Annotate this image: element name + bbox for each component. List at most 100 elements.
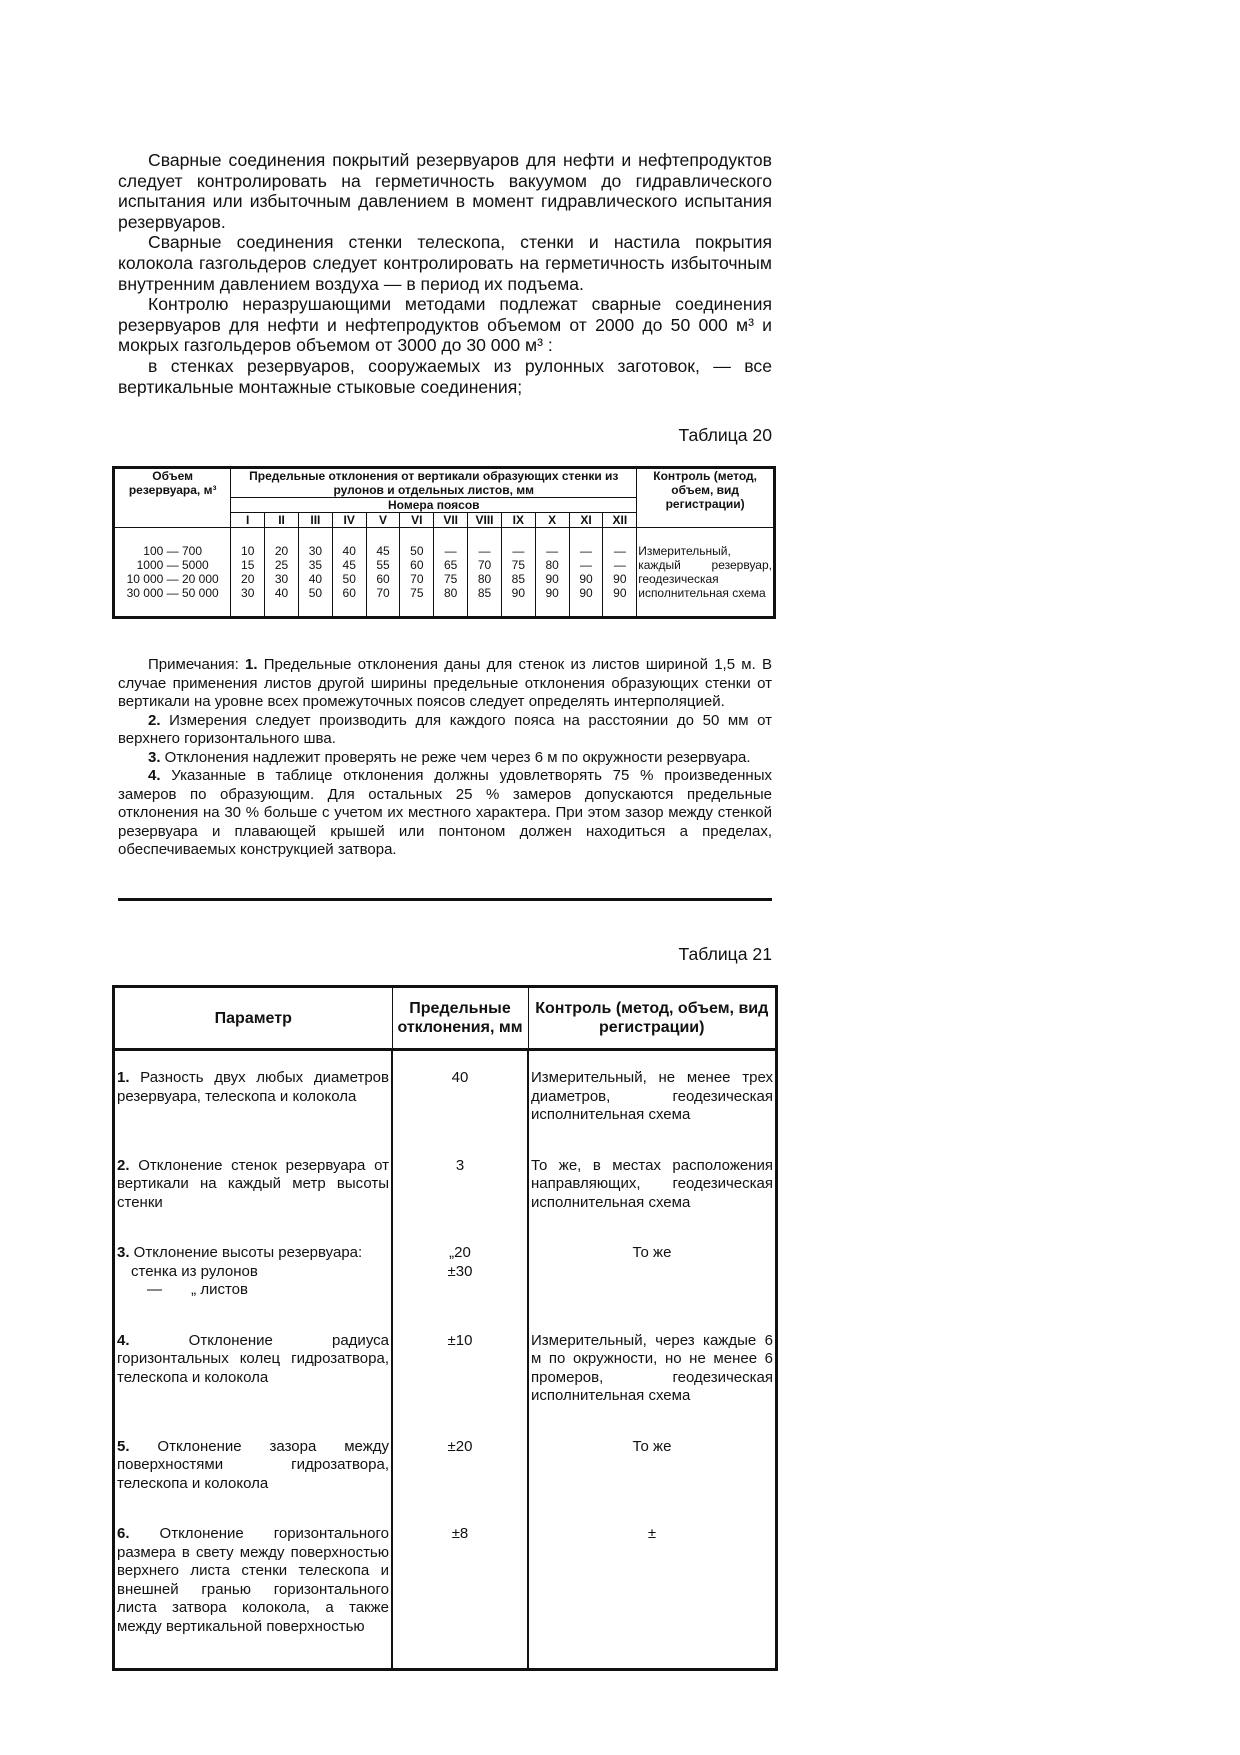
note-number: 3. — [148, 748, 161, 766]
deviation-cell: ±10 — [391, 1331, 529, 1438]
belt-header: X — [534, 512, 570, 528]
parameter-cell: 6. Отклонение горизонтального размера в … — [112, 1525, 393, 1670]
header-belts: Номера поясов — [230, 497, 638, 513]
parameter-cell: 1. Разность двух любых диаметров резерву… — [112, 1049, 393, 1157]
control-cell: То же — [527, 1244, 778, 1332]
parameter-cell: 2. Отклонение стенок резервуара от верти… — [112, 1156, 393, 1244]
belt-header: III — [297, 512, 333, 528]
deviation-cell: 40 — [391, 1049, 529, 1157]
note: Примечания: 1. Предельные отклонения дан… — [118, 656, 772, 712]
table-row: 1. Разность двух любых диаметров резерву… — [112, 1049, 778, 1157]
belt-values: — 70 80 85 — [467, 527, 502, 618]
deviation-value: „20 — [449, 1244, 471, 1261]
belt-values: — 80 90 90 — [534, 527, 570, 618]
header-volume: Объем резервуара, м³ — [112, 467, 232, 528]
deviation-cell: ±20 — [391, 1437, 529, 1525]
belt-values: — — 90 90 — [568, 527, 604, 618]
belt-values: 20 25 30 40 — [264, 527, 299, 618]
note-number: 2. — [148, 711, 161, 729]
control-cell: Измерительный, каждый резервуар, геодези… — [636, 527, 775, 618]
control-cell: ± — [527, 1525, 778, 1670]
belt-header: VI — [399, 512, 435, 528]
row-number: 5. — [117, 1437, 130, 1455]
parameter-text: Отклонение радиуса горизонтальных колец … — [117, 1331, 389, 1386]
belt-values: — — 90 90 — [602, 527, 638, 618]
belt-header: XI — [568, 512, 604, 528]
note-text: Указанные в таблице отклонения должны уд… — [118, 767, 772, 858]
table-21: Параметр Предельные отклонения, мм Контр… — [112, 985, 778, 1671]
belt-header: V — [365, 512, 401, 528]
volume-cell: 100 — 700 1000 — 5000 10 000 — 20 000 30… — [112, 527, 232, 618]
table-row: 3. Отклонение высоты резервуара: стенка и… — [112, 1244, 778, 1332]
note-number: 4. — [148, 767, 161, 784]
note-number: 1. — [245, 656, 258, 673]
note: 3. Отклонения надлежит проверять не реже… — [118, 749, 772, 768]
deviation-cell: 3 — [391, 1156, 529, 1244]
note: 4. Указанные в таблице отклонения должны… — [118, 767, 772, 860]
deviation-cell: „20 ±30 — [391, 1244, 529, 1332]
paragraph: Сварные соединения покрытий резервуаров … — [118, 150, 772, 232]
control-cell: Измерительный, не менее трех диаметров, … — [527, 1049, 778, 1157]
belt-header: IX — [500, 512, 536, 528]
header-deviation: Предельные отклонения, мм — [391, 986, 529, 1051]
sub-parameter: — „ листов — [147, 1281, 248, 1298]
table-row: 2. Отклонение стенок резервуара от верти… — [112, 1156, 778, 1244]
table-20-caption: Таблица 20 — [678, 425, 772, 445]
note: 2. Измерения следует производить для каж… — [118, 712, 772, 749]
header-parameter: Параметр — [113, 986, 393, 1051]
header-control: Контроль (метод, объем, вид регистрации) — [636, 467, 775, 528]
header-deviations: Предельные отклонения от вертикали образ… — [230, 467, 638, 498]
parameter-text: Отклонение зазора между поверхностями ги… — [117, 1437, 389, 1492]
deviation-value: ±8 — [451, 1525, 469, 1542]
deviation-cell: ±8 — [391, 1525, 529, 1670]
deviation-value: 3 — [455, 1156, 465, 1174]
table-row: 4. Отклонение радиуса горизонтальных кол… — [112, 1331, 778, 1438]
parameter-text: Отклонение высоты резервуара: — [129, 1244, 363, 1261]
belt-values: — 65 75 80 — [433, 527, 469, 618]
row-number: 4. — [117, 1331, 130, 1349]
notes: Примечания: 1. Предельные отклонения дан… — [118, 656, 772, 860]
paragraph: в стенках резервуаров, сооружаемых из ру… — [118, 355, 772, 397]
intro-text: Сварные соединения покрытий резервуаров … — [118, 150, 772, 397]
note-lead: Примечания: — [148, 656, 246, 673]
belt-header: I — [230, 512, 266, 528]
row-number: 3. — [117, 1244, 130, 1261]
deviation-value: ±10 — [447, 1331, 473, 1349]
sub-parameter: стенка из рулонов — [131, 1262, 258, 1280]
deviation-value: 40 — [451, 1069, 469, 1086]
belt-header: VII — [433, 512, 469, 528]
table-20: Объем резервуара, м³ Предельные отклонен… — [112, 466, 776, 619]
row-number: 6. — [117, 1525, 130, 1542]
parameter-text: Отклонение горизонтального размера в све… — [117, 1525, 389, 1635]
table-row: 5. Отклонение зазора между поверхностями… — [112, 1437, 778, 1525]
paragraph: Контролю неразрушающими методами подлежа… — [118, 294, 772, 356]
header-control: Контроль (метод, объем, вид регистрации) — [527, 986, 777, 1051]
paragraph: Сварные соединения стенки телескопа, сте… — [118, 232, 772, 294]
belt-header: XII — [602, 512, 638, 528]
parameter-text: Отклонение стенок резервуара от вертикал… — [117, 1156, 389, 1211]
belt-header: II — [264, 512, 299, 528]
deviation-value: ±30 — [447, 1262, 473, 1280]
parameter-text: Разность двух любых диаметров резервуара… — [117, 1069, 389, 1105]
note-text: Отклонения надлежит проверять не реже че… — [160, 748, 751, 766]
row-number: 2. — [117, 1156, 130, 1174]
deviation-value: ±20 — [447, 1437, 473, 1455]
control-cell: То же, в местах расположения направляющи… — [527, 1156, 778, 1244]
belt-values: 50 60 70 75 — [399, 527, 435, 618]
belt-values: — 75 85 90 — [500, 527, 536, 618]
divider — [118, 898, 772, 901]
belt-values: 45 55 60 70 — [365, 527, 401, 618]
row-number: 1. — [117, 1069, 130, 1086]
parameter-cell: 4. Отклонение радиуса горизонтальных кол… — [112, 1331, 393, 1438]
table-21-caption: Таблица 21 — [678, 944, 772, 964]
parameter-cell: 5. Отклонение зазора между поверхностями… — [112, 1437, 393, 1525]
table-row: 6. Отклонение горизонтального размера в … — [112, 1525, 778, 1670]
belt-values: 10 15 20 30 — [230, 527, 266, 618]
control-cell: То же — [527, 1437, 778, 1525]
belt-header: IV — [331, 512, 367, 528]
belt-values: 40 45 50 60 — [331, 527, 367, 618]
belt-values: 30 35 40 50 — [297, 527, 333, 618]
note-text: Предельные отклонения даны для стенок из… — [118, 656, 773, 710]
note-text: Измерения следует производить для каждог… — [118, 711, 772, 748]
parameter-cell: 3. Отклонение высоты резервуара: стенка и… — [112, 1244, 393, 1332]
